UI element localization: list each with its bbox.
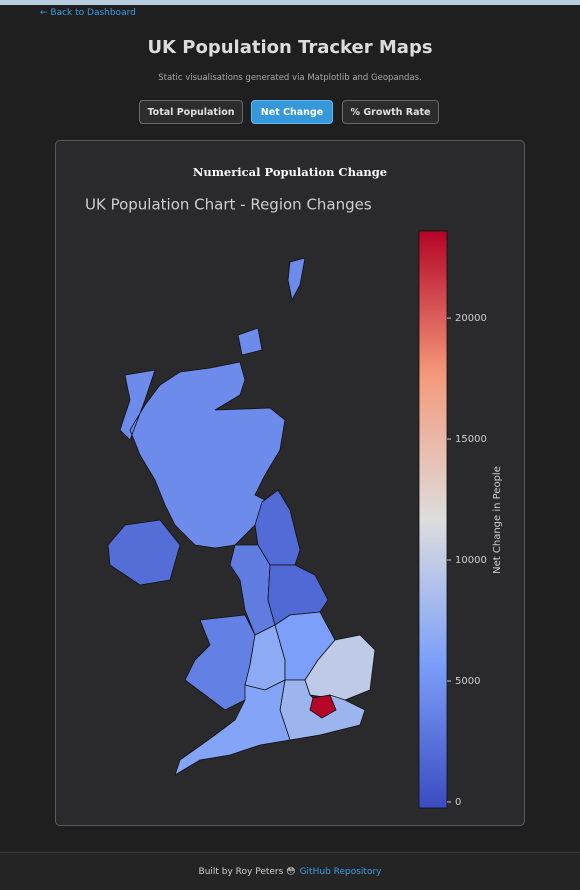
map-region bbox=[279, 679, 366, 741]
top-bar bbox=[0, 0, 580, 5]
map-chart: UK Population Chart - Region Changes Net… bbox=[85, 196, 503, 809]
page-title: UK Population Tracker Maps bbox=[147, 37, 433, 58]
colorbar-label: Net Change in People bbox=[492, 466, 503, 574]
colorbar bbox=[418, 230, 448, 809]
map-region bbox=[174, 679, 291, 776]
footer-text: Built by Roy Peters 😳 bbox=[198, 866, 296, 877]
card-heading: Numerical Population Change bbox=[192, 165, 388, 179]
tab-button[interactable]: Net Change bbox=[251, 100, 333, 124]
chart-title: UK Population Chart - Region Changes bbox=[85, 196, 372, 214]
map-region bbox=[184, 614, 256, 711]
colorbar-tick-label: 15000 bbox=[455, 434, 487, 445]
map-region bbox=[107, 519, 181, 586]
tab-button[interactable]: Total Population bbox=[139, 100, 243, 124]
colorbar-tick-label: 20000 bbox=[455, 313, 487, 324]
footer: Built by Roy Peters 😳 GitHub Repository bbox=[0, 852, 580, 890]
github-link[interactable]: GitHub Repository bbox=[299, 866, 382, 877]
colorbar-tick-label: 5000 bbox=[455, 676, 480, 687]
page-subtitle: Static visualisations generated via Matp… bbox=[158, 73, 422, 83]
tab-button[interactable]: % Growth Rate bbox=[342, 100, 439, 124]
colorbar-tick-label: 10000 bbox=[455, 555, 487, 566]
colorbar-tick-label: 0 bbox=[455, 797, 461, 808]
back-link[interactable]: ← Back to Dashboard bbox=[40, 8, 136, 18]
